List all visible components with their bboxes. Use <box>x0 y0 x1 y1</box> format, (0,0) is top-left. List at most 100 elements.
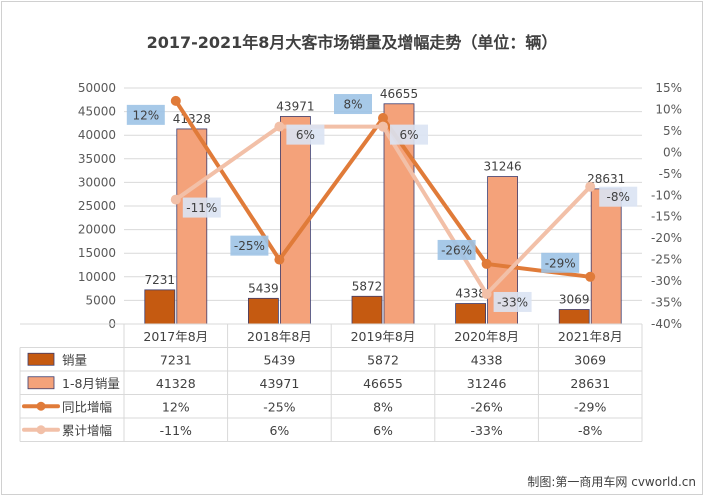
y-right-tick-label: -5% <box>659 167 682 181</box>
category-label: 2021年8月 <box>558 329 623 344</box>
line-point <box>378 121 388 132</box>
line-value-label: 6% <box>296 128 315 142</box>
table-cell: -26% <box>470 399 502 414</box>
bar-monthly-sales <box>351 295 383 325</box>
table-cell: -29% <box>574 399 606 414</box>
line-point <box>170 194 181 205</box>
legend-swatch-marker <box>36 401 46 411</box>
bar-value-label: 28631 <box>587 172 625 186</box>
category-label: 2020年8月 <box>454 329 519 344</box>
y-right-tick-label: -15% <box>651 210 682 224</box>
bar-monthly-sales <box>247 297 279 325</box>
line-point <box>481 288 492 299</box>
bar-monthly-sales <box>455 303 487 325</box>
y-left-tick-label: 25000 <box>78 199 116 213</box>
legend-label: 1-8月销量 <box>62 376 120 391</box>
line-label-box <box>390 124 428 145</box>
table-cell: 6% <box>373 423 393 438</box>
bar-value-label: 43971 <box>276 99 314 113</box>
bar-monthly-sales <box>144 289 176 325</box>
line-point <box>585 271 596 282</box>
legend-swatch-marker <box>36 425 46 435</box>
bar-value-label: 31246 <box>484 160 522 174</box>
chart-title: 2017-2021年8月大客市场销量及增幅走势（单位：辆） <box>147 33 558 52</box>
line-point <box>170 95 181 106</box>
y-left-tick-label: 45000 <box>78 105 116 119</box>
legend-swatch <box>27 352 55 366</box>
line-label-box <box>541 252 580 273</box>
table-cell: -25% <box>263 399 295 414</box>
y-right-tick-label: 15% <box>655 81 682 95</box>
category-label: 2019年8月 <box>351 329 416 344</box>
line-label-box <box>437 239 476 260</box>
line-label-box <box>182 197 221 218</box>
line-value-label: -29% <box>545 256 576 270</box>
y-right-tick-label: -30% <box>651 274 682 288</box>
bar-value-label: 5872 <box>352 279 383 293</box>
y-right-tick-label: 5% <box>663 124 682 138</box>
bar-value-label: 7231 <box>145 273 176 287</box>
category-label: 2017年8月 <box>143 329 208 344</box>
y-left-tick-label: 20000 <box>78 223 116 237</box>
table-cell: -8% <box>578 423 602 438</box>
y-left-tick-label: 30000 <box>78 175 116 189</box>
table-cell: 4338 <box>471 352 503 367</box>
y-right-tick-label: -20% <box>651 231 682 245</box>
category-label: 2018年8月 <box>247 329 312 344</box>
y-right-tick-label: -40% <box>651 317 682 331</box>
line-point <box>481 258 492 269</box>
line-value-label: -11% <box>186 201 217 215</box>
line-point <box>274 254 285 265</box>
line-value-label: -8% <box>607 190 630 204</box>
legend-swatch <box>27 376 55 390</box>
bar-value-label: 3069 <box>559 293 590 307</box>
line-label-box <box>126 104 165 125</box>
bar-ytd-sales <box>176 128 208 325</box>
credit-text: 制图:第一商用车网 cvworld.cn <box>527 474 696 489</box>
table-cell: 5439 <box>263 352 295 367</box>
table-cell: 43971 <box>260 376 300 391</box>
line-value-label: -33% <box>497 295 528 309</box>
bar-monthly-sales <box>558 309 590 325</box>
y-left-tick-label: 15000 <box>78 246 116 260</box>
y-right-tick-label: -25% <box>651 253 682 267</box>
table-cell: 28631 <box>570 376 610 391</box>
line-point <box>585 181 596 192</box>
line-label-box <box>286 124 325 145</box>
table-cell: 46655 <box>363 376 403 391</box>
line-label-box <box>599 186 638 207</box>
line-value-label: 6% <box>399 128 418 142</box>
line-value-label: 12% <box>132 108 159 122</box>
line-label-box <box>493 291 532 312</box>
bar-value-label: 5439 <box>248 281 279 295</box>
table-cell: 6% <box>269 423 289 438</box>
y-left-tick-label: 5000 <box>85 293 116 307</box>
y-left-tick-label: 50000 <box>78 81 116 95</box>
table-cell: -33% <box>470 423 502 438</box>
table-cell: 41328 <box>156 376 196 391</box>
y-right-tick-label: 10% <box>655 102 682 116</box>
legend-label: 累计增幅 <box>62 423 112 438</box>
y-right-tick-label: -35% <box>651 296 682 310</box>
table-cell: 12% <box>162 399 190 414</box>
line-value-label: -25% <box>234 239 265 253</box>
table-cell: 7231 <box>160 352 192 367</box>
line-label-box <box>230 235 269 256</box>
line-point <box>274 121 285 132</box>
line-value-label: 8% <box>343 98 362 112</box>
y-right-tick-label: -10% <box>651 188 682 202</box>
legend-label: 销量 <box>62 352 87 367</box>
table-cell: -11% <box>160 423 192 438</box>
legend-label: 同比增幅 <box>62 399 112 414</box>
table-cell: 5872 <box>367 352 399 367</box>
y-left-tick-label: 10000 <box>78 270 116 284</box>
y-right-tick-label: 0% <box>663 145 682 159</box>
line-value-label: -26% <box>441 243 472 257</box>
bar-value-label: 41328 <box>173 112 211 126</box>
line-label-box <box>334 94 372 115</box>
table-cell: 3069 <box>574 352 606 367</box>
bar-value-label: 4338 <box>455 287 486 301</box>
bar-ytd-sales <box>590 188 622 325</box>
